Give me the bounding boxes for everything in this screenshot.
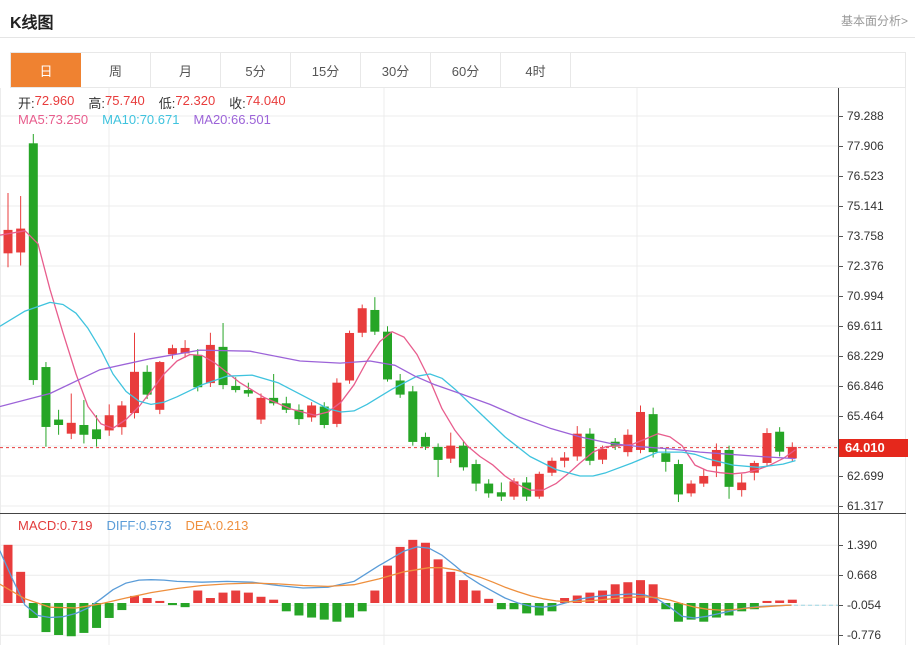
- main-candlestick-chart[interactable]: [0, 88, 838, 513]
- tab-5分[interactable]: 5分: [221, 53, 291, 87]
- macd-tick-label: -0.054: [847, 598, 882, 613]
- header: K线图 基本面分析>: [0, 0, 915, 38]
- price-tick-label: 79.288: [847, 109, 884, 123]
- readout-item: MA5: 73.250: [18, 112, 89, 127]
- price-tick-label: 76.523: [847, 169, 884, 183]
- readout-item: 低: 72.320: [158, 93, 216, 111]
- readout-item: MA10: 70.671: [102, 112, 180, 127]
- tab-日[interactable]: 日: [11, 53, 81, 87]
- tick-mark: [838, 635, 843, 637]
- tick-mark: [838, 326, 843, 327]
- ma-line-MA5: [0, 230, 796, 491]
- tab-月[interactable]: 月: [151, 53, 221, 87]
- tab-15分[interactable]: 15分: [291, 53, 361, 87]
- price-tick-label: 65.464: [847, 409, 884, 423]
- current-price-badge: 64.010: [839, 438, 908, 457]
- price-tick-label: 68.229: [847, 349, 884, 363]
- price-tick-label: 66.846: [847, 379, 884, 394]
- candles-layer: [3, 133, 797, 503]
- tab-bar-filler: [571, 53, 905, 87]
- ohlc-readout: 开: 72.960 高: 75.740 低: 72.320 收: 74.040: [18, 93, 286, 112]
- macd-histogram: [3, 539, 797, 637]
- tick-mark: [838, 416, 843, 417]
- macd-tick-label: 0.668: [847, 568, 878, 583]
- interval-tab-bar: 日周月 5分 15分 30分 60分 4时: [10, 52, 906, 88]
- macd-grid: [0, 513, 838, 645]
- price-tick-label: 72.376: [847, 259, 884, 273]
- price-tick-label: 61.317: [847, 499, 884, 513]
- readout-item: MACD: 0.719: [18, 518, 93, 533]
- tick-mark: [838, 386, 843, 388]
- tick-mark: [838, 145, 843, 147]
- main-grid: [0, 88, 838, 513]
- readout-item: 高: 75.740: [88, 93, 145, 111]
- price-tick-label: 75.141: [847, 198, 884, 213]
- tick-mark: [838, 176, 843, 177]
- ma-line-MA20: [0, 349, 796, 460]
- price-tick-label: 73.758: [847, 229, 884, 243]
- tab-30分[interactable]: 30分: [361, 53, 431, 87]
- tick-mark: [838, 506, 843, 507]
- tab-4时[interactable]: 4时: [501, 53, 571, 87]
- tick-mark: [838, 205, 843, 207]
- tick-mark: [838, 476, 843, 477]
- price-tick-label: 70.994: [847, 288, 884, 303]
- readout-item: DEA: 0.213: [185, 518, 249, 533]
- readout-item: 收: 74.040: [229, 93, 286, 111]
- price-tick-label: 69.611: [847, 319, 883, 333]
- macd-line-DEA: [0, 567, 792, 611]
- macd-readout: MACD: 0.719 DIFF: 0.573 DEA: 0.213: [18, 518, 248, 533]
- y-axis-line: [838, 88, 839, 645]
- tick-mark: [838, 266, 843, 267]
- tick-mark: [838, 605, 843, 607]
- macd-tick-label: 1.390: [847, 538, 878, 553]
- ma-line-MA10: [0, 301, 796, 477]
- chart-block: [0, 88, 906, 645]
- price-tick-label: 62.699: [847, 469, 884, 483]
- pane-separator: [0, 513, 906, 514]
- macd-chart[interactable]: [0, 513, 838, 645]
- tab-周[interactable]: 周: [81, 53, 151, 87]
- fundamental-analysis-link[interactable]: 基本面分析>: [840, 14, 908, 28]
- tick-mark: [838, 236, 843, 237]
- tab-60分[interactable]: 60分: [431, 53, 501, 87]
- readout-item: 开: 72.960: [18, 93, 75, 111]
- readout-item: DIFF: 0.573: [106, 518, 172, 533]
- tick-mark: [838, 295, 843, 297]
- tick-mark: [838, 545, 843, 547]
- readout-item: MA20: 66.501: [193, 112, 271, 127]
- tick-mark: [838, 575, 843, 577]
- macd-line-DIFF: [0, 546, 792, 619]
- tick-mark: [838, 356, 843, 357]
- macd-tick-label: -0.776: [847, 628, 882, 643]
- ma-readout: MA5: 73.250 MA10: 70.671 MA20: 66.501: [18, 112, 271, 127]
- tick-mark: [838, 116, 843, 117]
- price-tick-label: 77.906: [847, 138, 884, 153]
- page-title: K线图: [10, 15, 54, 32]
